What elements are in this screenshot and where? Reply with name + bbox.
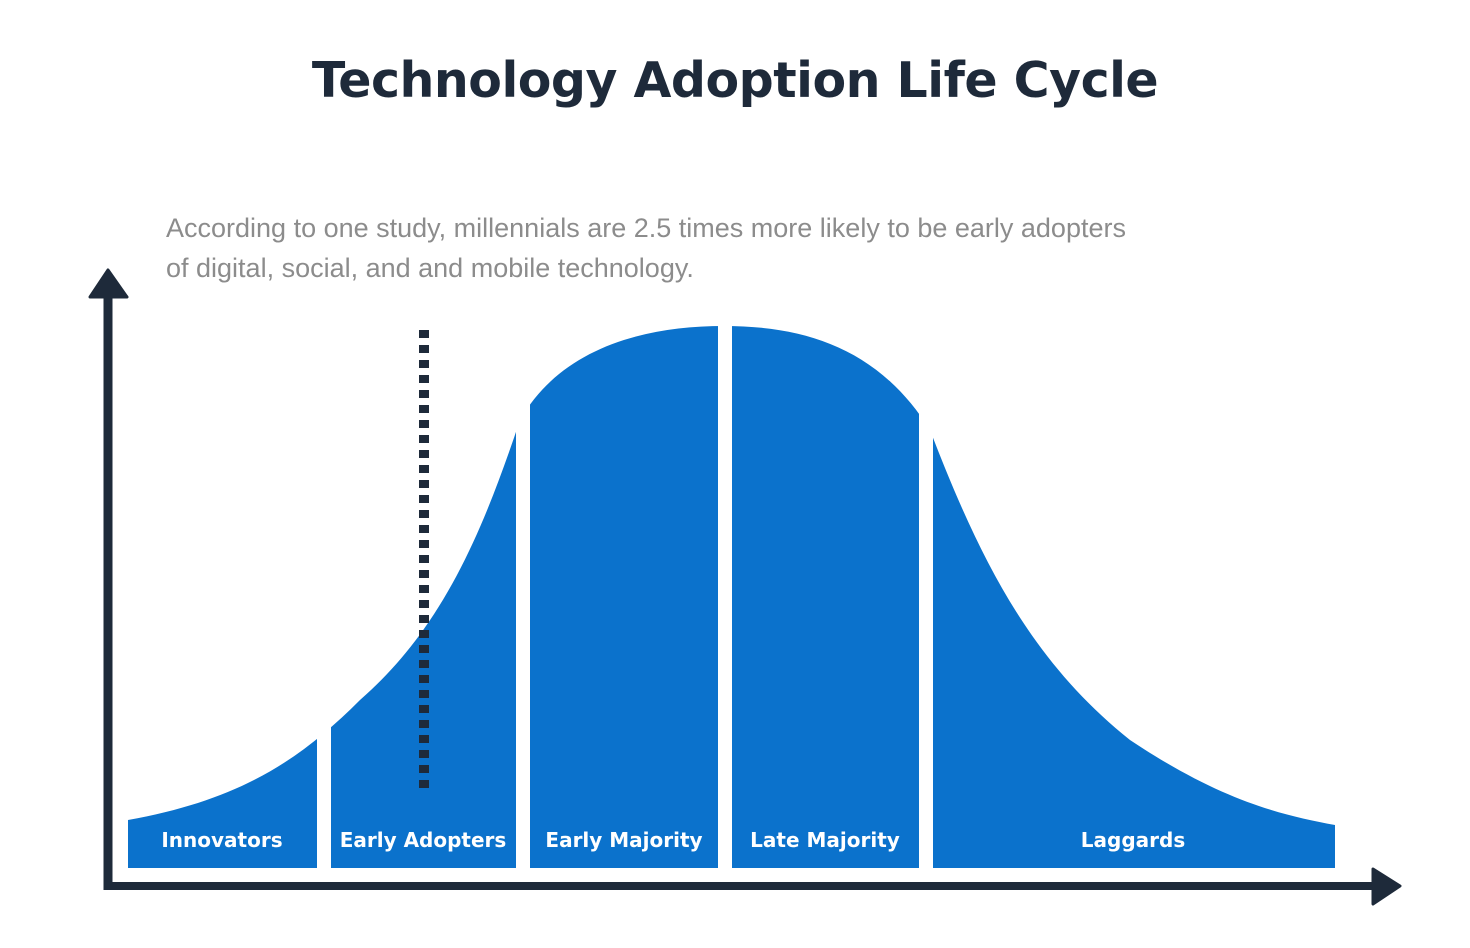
segment-label-innovators: Innovators bbox=[161, 828, 282, 852]
arrow-up-icon bbox=[88, 268, 129, 299]
subtitle-text: According to one study, millennials are … bbox=[166, 213, 1126, 283]
arrow-right-icon bbox=[1371, 867, 1402, 906]
bell-curve bbox=[128, 326, 1335, 868]
segment-label-late-majority: Late Majority bbox=[750, 828, 900, 852]
page-title: Technology Adoption Life Cycle bbox=[311, 52, 1159, 109]
segment-laggards bbox=[933, 326, 1335, 868]
segment-innovators bbox=[128, 326, 317, 868]
segment-label-early-majority: Early Majority bbox=[545, 828, 702, 852]
segment-label-early-adopters: Early Adopters bbox=[340, 828, 507, 852]
segment-late-majority bbox=[732, 326, 919, 868]
segment-early-majority bbox=[530, 326, 718, 868]
segment-label-laggards: Laggards bbox=[1081, 828, 1185, 852]
